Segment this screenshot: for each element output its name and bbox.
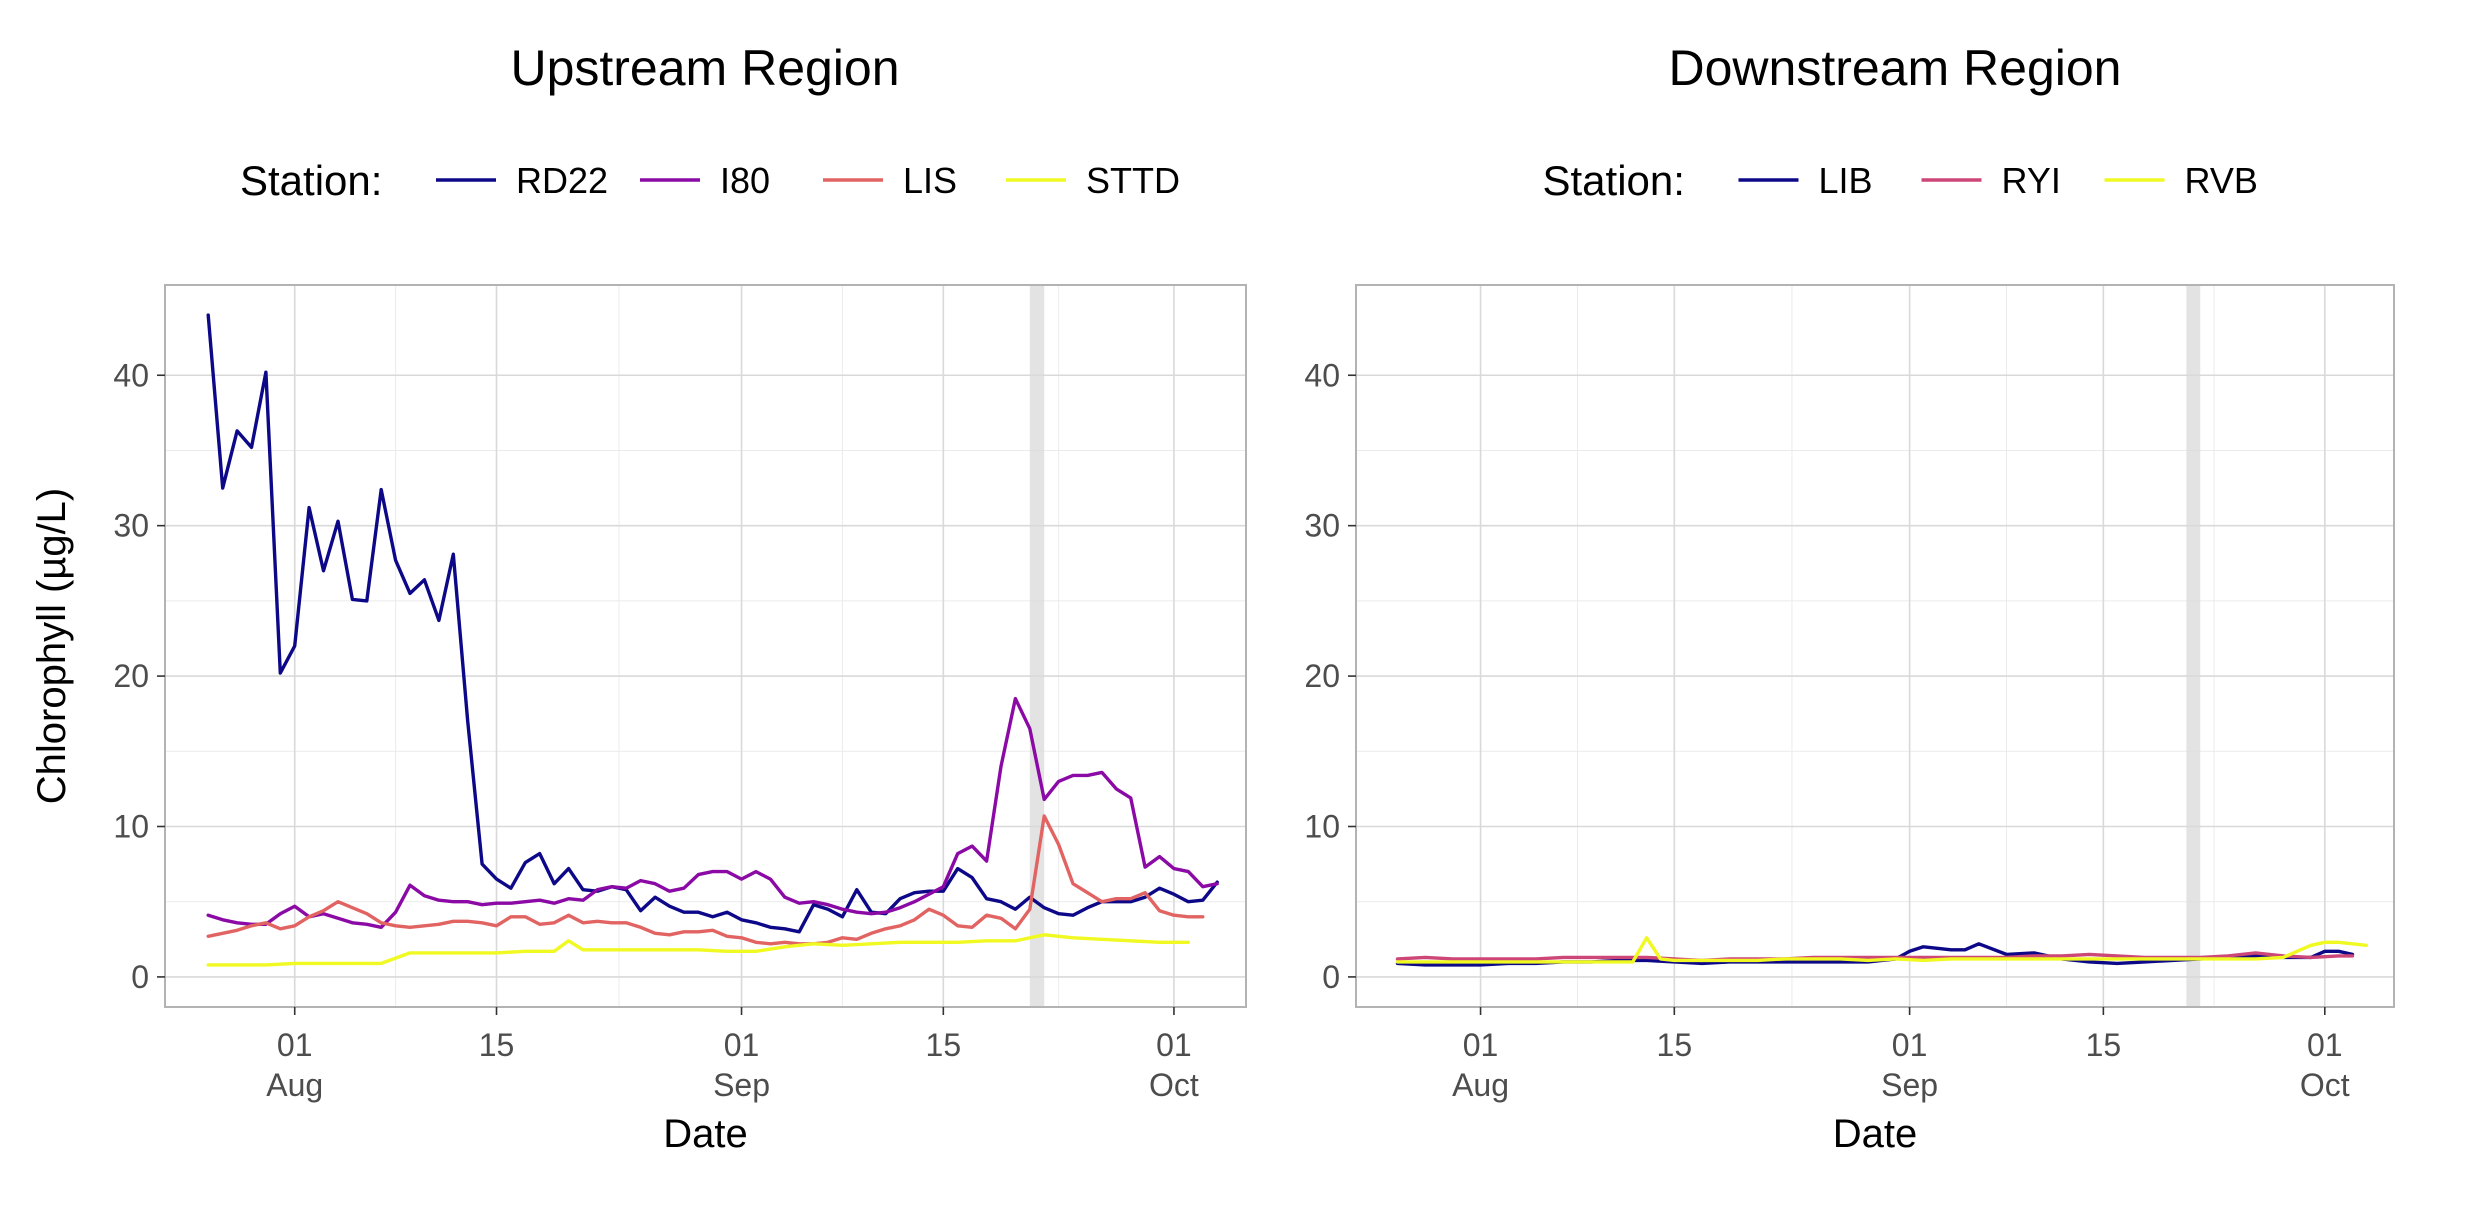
panel-1: 0 10 20 30 40 01 Aug 15 01 Sep 15 01 Oct Upstream Reg… <box>30 40 1247 1156</box>
series-line-rvb <box>1395 936 2369 964</box>
x-tick-label-month: Aug <box>266 1067 323 1103</box>
panel-border <box>164 284 1247 1008</box>
legend: Station: LIB RYI RVB <box>1543 157 2258 204</box>
panel-title: Upstream Region <box>510 40 899 96</box>
legend-title: Station: <box>240 157 382 204</box>
shaded-band <box>1029 285 1045 1007</box>
legend: Station: RD22 I80 LIS STTD <box>240 157 1180 204</box>
x-tick-label-month: Sep <box>713 1067 770 1103</box>
shaded-band <box>2186 285 2201 1007</box>
y-tick-label: 10 <box>1304 809 1340 845</box>
x-tick-label-month: Oct <box>1149 1067 1199 1103</box>
legend-label-rd22: RD22 <box>516 160 608 201</box>
y-tick-label: 20 <box>1304 658 1340 694</box>
x-tick-label: 15 <box>2086 1027 2122 1063</box>
y-tick-label: 40 <box>1304 357 1340 393</box>
legend-label-lis: LIS <box>903 160 957 201</box>
y-tick-label: 20 <box>113 658 149 694</box>
x-axis-title: Date <box>1833 1112 1918 1156</box>
x-tick-label: 01 <box>724 1027 760 1063</box>
y-tick-label: 0 <box>131 959 149 995</box>
legend-title: Station: <box>1543 157 1685 204</box>
y-tick-label: 30 <box>1304 508 1340 544</box>
x-axis-title: Date <box>663 1112 748 1156</box>
series-line-sttd <box>206 933 1191 967</box>
x-tick-label: 01 <box>277 1027 313 1063</box>
x-tick-label: 01 <box>1156 1027 1192 1063</box>
series-line-i80 <box>206 696 1219 929</box>
series-line-lis <box>206 814 1205 946</box>
x-tick-label: 01 <box>1892 1027 1928 1063</box>
x-tick-label: 01 <box>1463 1027 1499 1063</box>
y-tick-label: 0 <box>1322 959 1340 995</box>
plot-area <box>165 285 1246 1007</box>
x-tick-label: 15 <box>1657 1027 1693 1063</box>
legend-label-ryi: RYI <box>2002 160 2061 201</box>
x-tick-label-month: Sep <box>1881 1067 1938 1103</box>
x-tick-label-month: Oct <box>2300 1067 2350 1103</box>
x-tick-label: 15 <box>926 1027 962 1063</box>
legend-label-rvb: RVB <box>2185 160 2258 201</box>
legend-label-sttd: STTD <box>1086 160 1180 201</box>
y-axis-title: Chlorophyll (µg/L) <box>30 488 74 805</box>
legend-label-lib: LIB <box>1819 160 1873 201</box>
plot-area <box>1356 285 2394 1007</box>
panel-title: Downstream Region <box>1669 40 2122 96</box>
x-tick-label-month: Aug <box>1452 1067 1509 1103</box>
y-tick-label: 30 <box>113 508 149 544</box>
y-tick-label: 10 <box>113 809 149 845</box>
x-tick-label: 01 <box>2307 1027 2343 1063</box>
legend-label-i80: I80 <box>720 160 770 201</box>
panel-2: 0 10 20 30 40 01 Aug 15 01 Sep 15 01 Oct Downstream R… <box>1304 40 2395 1156</box>
x-tick-label: 15 <box>479 1027 515 1063</box>
panel-border <box>1355 284 2395 1008</box>
series-line-rd22 <box>206 313 1219 934</box>
series-line-ryi <box>1395 951 2355 963</box>
y-tick-label: 40 <box>113 357 149 393</box>
